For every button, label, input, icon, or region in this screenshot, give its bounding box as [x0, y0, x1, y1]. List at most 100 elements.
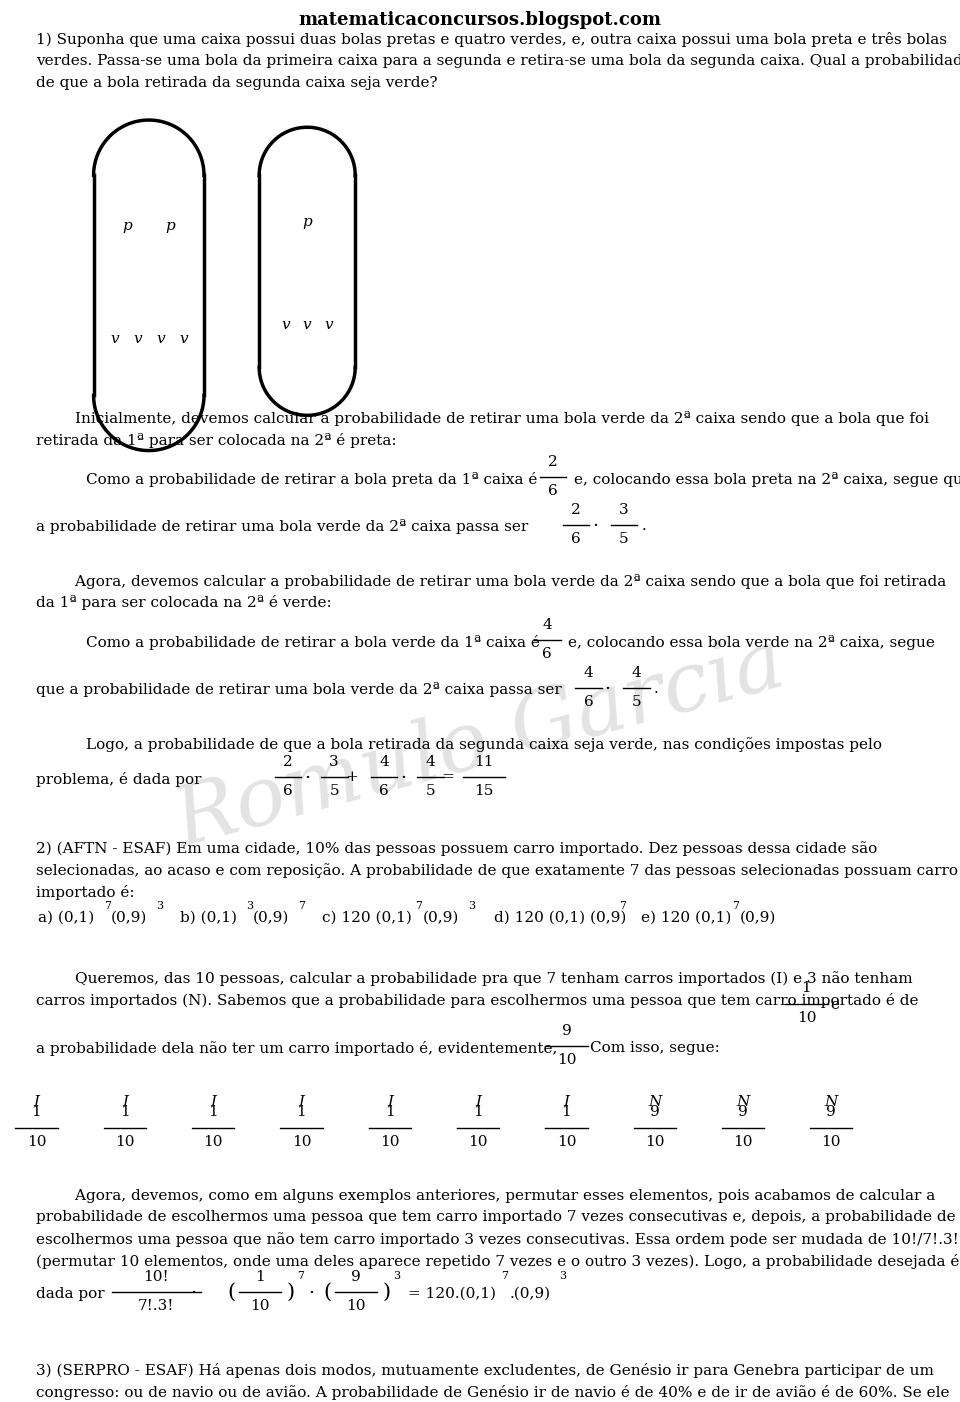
Text: que a probabilidade de retirar uma bola verde da 2ª caixa passa ser: que a probabilidade de retirar uma bola … — [36, 683, 563, 697]
Text: carros importados (N). Sabemos que a probabilidade para escolhermos uma pessoa q: carros importados (N). Sabemos que a pro… — [36, 993, 919, 1008]
Text: 3: 3 — [246, 900, 252, 911]
Text: 11: 11 — [474, 754, 493, 768]
Text: ): ) — [382, 1283, 390, 1301]
Text: 6: 6 — [571, 533, 581, 545]
Text: p: p — [165, 220, 175, 233]
Text: .: . — [654, 683, 659, 697]
Text: 1: 1 — [562, 1105, 571, 1119]
Text: 10: 10 — [347, 1300, 366, 1314]
Polygon shape — [94, 395, 204, 450]
Text: (: ( — [228, 1283, 235, 1301]
Text: 5: 5 — [425, 784, 435, 798]
Text: a probabilidade dela não ter um carro importado é, evidentemente,: a probabilidade dela não ter um carro im… — [36, 1040, 558, 1056]
Text: 7: 7 — [501, 1272, 508, 1281]
Text: ·: · — [308, 1284, 314, 1302]
Text: 10: 10 — [797, 1011, 816, 1025]
Text: de que a bola retirada da segunda caixa seja verde?: de que a bola retirada da segunda caixa … — [36, 76, 438, 90]
Text: I: I — [122, 1095, 128, 1109]
Text: 9: 9 — [827, 1105, 836, 1119]
Text: v: v — [324, 318, 332, 331]
Text: v: v — [156, 332, 164, 345]
Text: 1: 1 — [32, 1105, 41, 1119]
Text: 10: 10 — [822, 1134, 841, 1148]
Text: 4: 4 — [584, 666, 593, 680]
Text: e) 120 (0,1): e) 120 (0,1) — [641, 910, 732, 924]
Text: 2: 2 — [548, 454, 558, 468]
Text: 4: 4 — [542, 618, 552, 632]
Text: b) (0,1): b) (0,1) — [180, 910, 237, 924]
Text: 10: 10 — [645, 1134, 664, 1148]
Text: 9: 9 — [650, 1105, 660, 1119]
Text: Com isso, segue:: Com isso, segue: — [590, 1040, 720, 1054]
Text: Romulo Garcia: Romulo Garcia — [166, 622, 794, 864]
Text: 2: 2 — [283, 754, 293, 768]
Text: 4: 4 — [379, 754, 389, 768]
Text: 6: 6 — [542, 648, 552, 662]
Text: Logo, a probabilidade de que a bola retirada da segunda caixa seja verde, nas co: Logo, a probabilidade de que a bola reti… — [86, 737, 882, 751]
Text: v: v — [282, 318, 290, 331]
Text: Queremos, das 10 pessoas, calcular a probabilidade pra que 7 tenham carros impor: Queremos, das 10 pessoas, calcular a pro… — [36, 972, 913, 986]
Text: 1: 1 — [297, 1105, 306, 1119]
Text: 1: 1 — [802, 981, 811, 995]
Text: matematicaconcursos.blogspot.com: matematicaconcursos.blogspot.com — [299, 10, 661, 28]
Text: 3) (SERPRO - ESAF) Há apenas dois modos, mutuamente excludentes, de Genésio ir p: 3) (SERPRO - ESAF) Há apenas dois modos,… — [36, 1363, 934, 1378]
Text: dada por: dada por — [36, 1287, 105, 1301]
Text: Como a probabilidade de retirar a bola verde da 1ª caixa é: Como a probabilidade de retirar a bola v… — [86, 635, 540, 649]
Text: (0,9): (0,9) — [422, 910, 459, 924]
Text: 1: 1 — [255, 1270, 265, 1284]
Text: e, colocando essa bola verde na 2ª caixa, segue: e, colocando essa bola verde na 2ª caixa… — [568, 635, 935, 649]
Text: 10: 10 — [115, 1134, 134, 1148]
Text: 1: 1 — [473, 1105, 483, 1119]
Text: 2) (AFTN - ESAF) Em uma cidade, 10% das pessoas possuem carro importado. Dez pes: 2) (AFTN - ESAF) Em uma cidade, 10% das … — [36, 841, 877, 857]
Text: 7: 7 — [732, 900, 739, 911]
Text: 9: 9 — [351, 1270, 361, 1284]
Text: 9: 9 — [562, 1023, 571, 1037]
Text: ·: · — [592, 517, 598, 534]
Text: 7: 7 — [104, 900, 110, 911]
Text: .: . — [641, 520, 646, 533]
Text: v: v — [133, 332, 141, 345]
Text: 3: 3 — [559, 1272, 565, 1281]
Text: (0,9): (0,9) — [252, 910, 289, 924]
Text: a) (0,1): a) (0,1) — [38, 910, 95, 924]
Text: 6: 6 — [379, 784, 389, 798]
Text: 3: 3 — [329, 754, 339, 768]
Text: 2: 2 — [571, 503, 581, 517]
Text: ): ) — [286, 1283, 294, 1301]
Text: ·: · — [400, 768, 406, 787]
Text: I: I — [475, 1095, 481, 1109]
Text: selecionadas, ao acaso e com reposição. A probabilidade de que exatamente 7 das : selecionadas, ao acaso e com reposição. … — [36, 862, 958, 878]
Text: 10!: 10! — [144, 1270, 169, 1284]
Text: N: N — [825, 1095, 838, 1109]
Text: p: p — [302, 216, 312, 229]
Text: N: N — [736, 1095, 750, 1109]
Text: 6: 6 — [584, 695, 593, 709]
Text: Inicialmente, devemos calcular a probabilidade de retirar uma bola verde da 2ª c: Inicialmente, devemos calcular a probabi… — [36, 411, 929, 426]
Text: 10: 10 — [380, 1134, 399, 1148]
Text: 7: 7 — [299, 900, 305, 911]
Text: ·: · — [190, 1284, 196, 1302]
Text: I: I — [299, 1095, 304, 1109]
Text: a probabilidade de retirar uma bola verde da 2ª caixa passa ser: a probabilidade de retirar uma bola verd… — [36, 520, 529, 534]
Text: 7: 7 — [298, 1272, 304, 1281]
Text: 1) Suponha que uma caixa possui duas bolas pretas e quatro verdes, e, outra caix: 1) Suponha que uma caixa possui duas bol… — [36, 32, 948, 48]
Text: e, colocando essa bola preta na 2ª caixa, segue que: e, colocando essa bola preta na 2ª caixa… — [574, 471, 960, 486]
Text: Agora, devemos, como em alguns exemplos anteriores, permutar esses elementos, po: Agora, devemos, como em alguns exemplos … — [36, 1189, 936, 1203]
Text: v: v — [303, 318, 311, 331]
Text: problema, é dada por: problema, é dada por — [36, 771, 202, 787]
Text: 7: 7 — [415, 900, 421, 911]
Text: 3: 3 — [468, 900, 475, 911]
Text: 10: 10 — [204, 1134, 223, 1148]
Text: 3: 3 — [394, 1272, 400, 1281]
Text: 7!.3!: 7!.3! — [138, 1300, 175, 1314]
Text: probabilidade de escolhermos uma pessoa que tem carro importado 7 vezes consecut: probabilidade de escolhermos uma pessoa … — [36, 1210, 956, 1224]
Polygon shape — [259, 367, 355, 415]
Text: I: I — [34, 1095, 39, 1109]
Text: 6: 6 — [548, 484, 558, 498]
Text: 10: 10 — [557, 1053, 576, 1067]
Text: importado é:: importado é: — [36, 885, 135, 900]
Text: +: + — [345, 770, 358, 784]
Text: d) 120 (0,1) (0,9): d) 120 (0,1) (0,9) — [494, 910, 627, 924]
Text: I: I — [387, 1095, 393, 1109]
Text: v: v — [180, 332, 187, 345]
